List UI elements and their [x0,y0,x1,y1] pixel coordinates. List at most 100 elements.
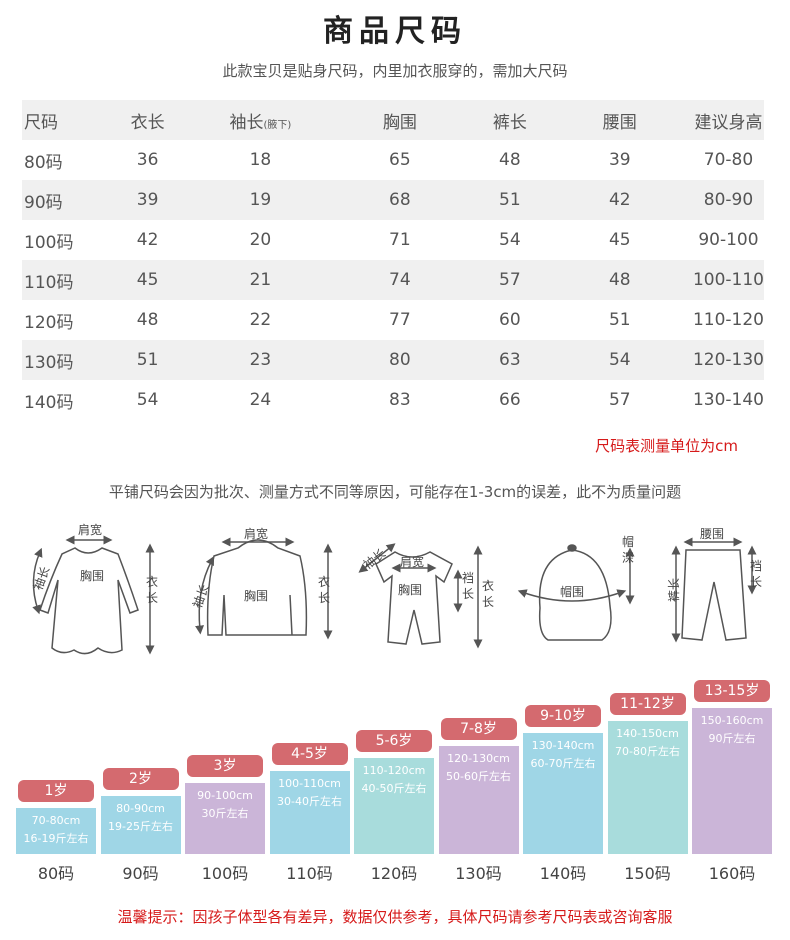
romper-crotch-char-1: 裆 [462,571,474,585]
table-cell: 110码 [24,272,74,293]
growth-bar-height: 90-100cm [197,789,253,802]
table-row: 120码 48 22 77 60 51 110-120 [22,300,764,340]
growth-bar-size: 130码 [455,864,502,883]
growth-bar-size: 100码 [201,864,249,883]
table-row: 90码 39 19 68 51 42 80-90 [22,180,764,220]
pants-crotch-label: 裆长 [750,559,762,589]
warm-tip: 温馨提示：因孩子体型各有差异，数据仅供参考，具体尺码请参考尺码表或咨询客服 [117,908,673,926]
hat-circumference-label: 帽围 [560,584,584,599]
growth-bar-fill: 80-90cm 19-25斤左右 [100,795,181,854]
header-height: 建议身高 [694,112,763,133]
header-sleeve-label: 袖长 [229,112,264,133]
age-badge: 1岁 [18,780,94,802]
size-table: 尺码 衣长 袖长(腋下) 胸围 裤长 腰围 建议身高 80码 36 18 65 48 39… [22,100,764,420]
age-badge: 7-8岁 [440,717,517,740]
romper-length-label: 衣长 [482,578,494,609]
table-cell: 48 [499,150,521,170]
page-title: 商品尺码 [323,14,467,49]
growth-bar-height: 150-160cm [700,714,764,727]
measurement-diagrams-svg: 肩宽 胸围 衣长 袖长 肩宽 胸围 衣长 袖长 袖长 肩宽 胸围 裆长 衣长 帽… [30,522,762,655]
romper-crotch-label: 裆长 [462,571,474,601]
growth-bar-weight: 19-25斤左右 [108,819,173,833]
growth-bar: 150-160cm 90斤左右 13-15岁 160码 [692,678,772,883]
growth-bar-weight: 30斤左右 [201,807,249,820]
growth-bar-size: 90码 [122,864,159,883]
growth-bar-weight: 50-60斤左右 [446,769,511,783]
table-cell: 18 [249,150,272,170]
age-badge: 4-5岁 [271,742,348,765]
growth-bar: 80-90cm 19-25斤左右 2岁 90码 [100,766,181,883]
growth-bar-height: 80-90cm [116,801,165,815]
table-cell: 120码 [24,312,74,333]
growth-bar-fill: 150-160cm 90斤左右 [692,708,772,854]
hoodie-chest-label: 胸围 [244,588,268,603]
growth-bar-size: 160码 [708,864,756,883]
page-subtitle: 此款宝贝是贴身尺码，内里加衣服穿的，需加大尺码 [222,62,568,80]
growth-bar-fill: 100-110cm 30-40斤左右 [269,770,350,854]
hoodie-length-char-1: 衣 [318,574,330,589]
unit-note: 尺码表测量单位为cm [595,437,738,455]
dress-chest-label: 胸围 [80,568,104,583]
table-cell: 74 [389,270,411,290]
table-cell: 70-80 [703,150,754,170]
table-cell: 23 [249,350,272,370]
hoodie-shoulder-label: 肩宽 [244,526,268,541]
header-chest: 胸围 [382,112,417,133]
table-cell: 71 [389,230,411,250]
age-badge: 3岁 [187,755,263,777]
dress-length-char-1: 衣 [146,574,158,589]
dress-diagram-icon [32,535,155,655]
age-badge: 5-6岁 [356,730,432,752]
table-cell: 130-140 [692,390,764,410]
table-cell: 90码 [24,192,63,213]
table-cell: 77 [389,310,411,330]
table-cell: 80-90 [703,190,754,210]
table-cell: 51 [499,190,521,210]
pants-crotch-char-1: 裆 [750,559,762,573]
table-cell: 83 [389,390,411,410]
growth-bar-size: 110码 [286,864,333,883]
measurement-diagrams: 肩宽 胸围 衣长 袖长 肩宽 胸围 衣长 袖长 袖长 肩宽 胸围 裆长 衣长 帽… [0,510,790,660]
table-cell: 140码 [24,392,74,413]
growth-bar: 70-80cm 16-19斤左右 1岁 80码 [16,778,96,883]
growth-bar-height: 120-130cm [447,751,510,765]
table-cell: 80 [389,350,411,370]
table-cell: 100-110 [692,270,764,290]
table-cell: 54 [499,230,521,250]
age-badge: 2岁 [102,767,179,790]
growth-bar-weight: 16-19斤左右 [23,832,89,845]
growth-bar: 140-150cm 70-80斤左右 11-12岁 150码 [607,691,688,883]
growth-bar-size: 150码 [624,864,671,883]
age-badge: 13-15岁 [694,680,770,702]
growth-bar-fill: 140-150cm 70-80斤左右 [607,720,688,854]
table-cell: 80码 [24,152,63,173]
table-cell: 110-120 [692,310,764,330]
growth-bar: 90-100cm 30斤左右 3岁 100码 [185,753,265,883]
hoodie-diagram-icon [195,537,333,640]
table-cell: 57 [608,390,631,410]
age-badge: 11-12岁 [609,692,686,715]
dress-sleeve-label: 袖长 [30,564,52,592]
growth-bar-weight: 90斤左右 [708,732,756,745]
hat-diagram-icon [517,544,635,641]
table-cell: 51 [136,350,159,370]
growth-bar-height: 110-120cm [362,764,426,777]
table-cell: 60 [499,310,521,330]
table-cell: 48 [136,310,159,330]
growth-bar: 110-120cm 40-50斤左右 5-6岁 120码 [354,728,434,883]
flat-measurement-note: 平铺尺码会因为批次、测量方式不同等原因，可能存在1-3cm的误差，此不为质量问题 [108,483,682,501]
growth-bar-weight: 30-40斤左右 [277,794,342,808]
header-waist: 腰围 [602,112,637,133]
growth-bar-size: 140码 [539,864,587,883]
growth-chart: 70-80cm 16-19斤左右 1岁 80码 80-90cm 19-25斤左右 2岁 90码… [0,660,790,890]
table-cell: 39 [136,190,159,210]
growth-bar-fill: 110-120cm 40-50斤左右 [354,758,434,854]
hoodie-length-label: 衣长 [318,574,330,605]
growth-bar-height: 130-140cm [531,739,595,752]
table-cell: 120-130 [692,350,764,370]
table-cell: 45 [136,270,159,290]
table-cell: 65 [389,150,411,170]
growth-bar: 100-110cm 30-40斤左右 4-5岁 110码 [269,741,350,883]
table-cell: 45 [608,230,631,250]
table-cell: 63 [499,350,521,370]
